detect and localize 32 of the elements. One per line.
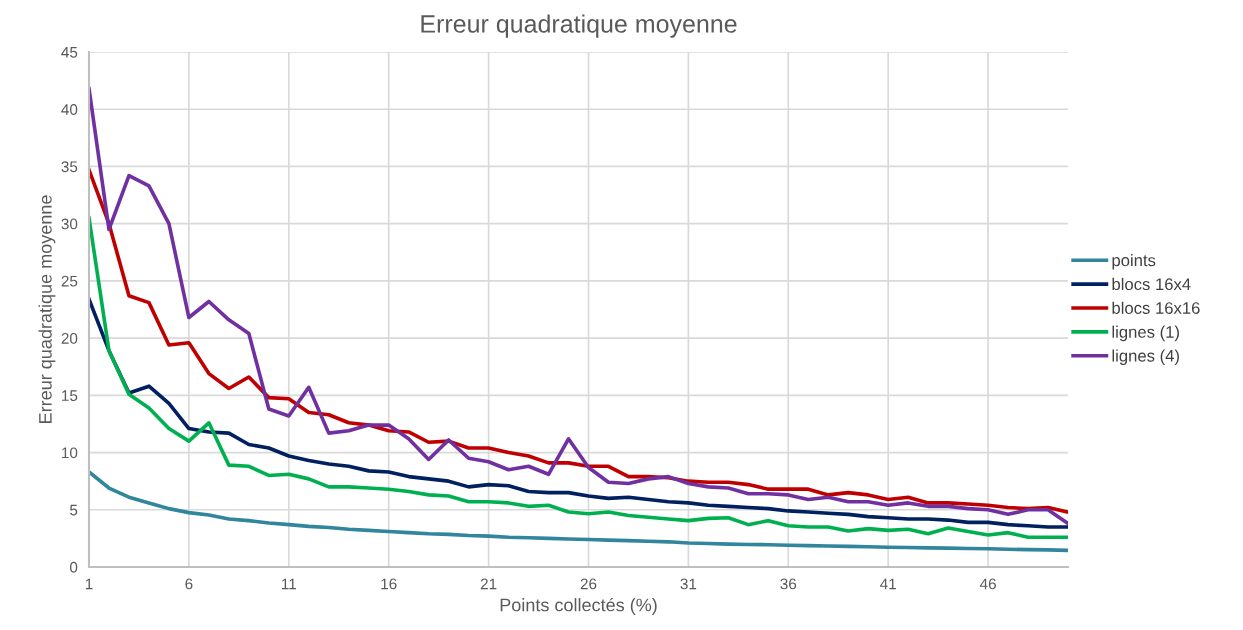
y-tick-label: 5	[70, 504, 78, 516]
line-series	[89, 297, 1068, 529]
x-tick-label: 41	[880, 578, 896, 590]
y-tick-label: 20	[61, 332, 78, 344]
legend-label: blocs 16x16	[1112, 301, 1200, 314]
chart-title: Erreur quadratique moyenne	[421, 14, 737, 38]
x-tick-label: 31	[680, 578, 697, 590]
y-tick-label: 15	[62, 390, 78, 402]
x-tick-label: 11	[282, 578, 296, 590]
y-tick-label: 0	[69, 561, 78, 573]
legend-label: lignes (4)	[1112, 349, 1179, 366]
x-axis-title: Points collectés (%)	[500, 597, 657, 615]
y-tick-label: 35	[61, 161, 78, 173]
legend-label: lignes (1)	[1112, 325, 1179, 342]
legend-label: points	[1112, 253, 1156, 270]
x-tick-label: 1	[85, 578, 93, 590]
x-tick-label: 21	[480, 578, 497, 590]
line-series	[89, 470, 1068, 553]
y-tick-label: 25	[61, 275, 78, 287]
line-series	[89, 86, 1068, 526]
line-series	[89, 216, 1068, 540]
y-tick-label: 45	[61, 47, 78, 58]
y-axis-title: Erreur quadratique moyenne	[38, 195, 56, 423]
y-tick-label: 10	[62, 447, 78, 459]
x-tick-label: 26	[580, 578, 597, 590]
legend-label: blocs 16x4	[1112, 277, 1191, 291]
y-tick-label: 30	[61, 218, 78, 230]
x-tick-label: 36	[780, 578, 797, 590]
x-tick-label: 16	[381, 578, 397, 590]
x-tick-label: 46	[979, 578, 996, 590]
x-tick-label: 6	[185, 578, 193, 590]
y-tick-label: 40	[61, 104, 78, 115]
